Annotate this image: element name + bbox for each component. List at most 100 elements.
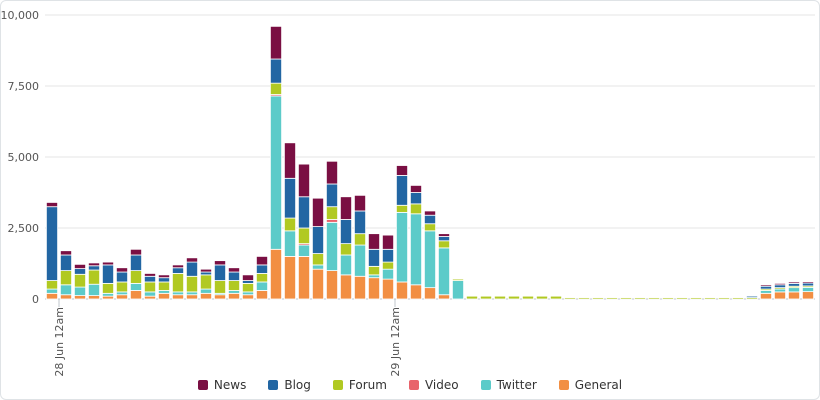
bar-segment-blog <box>409 192 422 205</box>
bar-segment-blog <box>102 264 115 284</box>
bar-segment-forum <box>522 295 535 300</box>
y-axis: 0 2,500 5,000 7,500 10,000 <box>1 9 40 306</box>
bar-segment-news <box>129 248 142 256</box>
legend-item-news[interactable]: News <box>197 378 246 392</box>
legend-item-twitter[interactable]: Twitter <box>480 378 537 392</box>
bar-segment-forum <box>564 297 577 300</box>
bar-segment-general <box>157 292 170 300</box>
bar-segment-general <box>325 270 338 300</box>
bar-segment-blog <box>774 284 787 289</box>
bar-segment-twitter <box>325 221 338 272</box>
bar-segment-general <box>381 278 394 300</box>
bar-segment-forum <box>634 297 647 300</box>
bar-segment-forum <box>536 295 549 300</box>
bar-segment-blog <box>60 254 73 271</box>
legend-item-general[interactable]: General <box>558 378 622 392</box>
bar-segment-blog <box>241 280 254 284</box>
legend-item-forum[interactable]: Forum <box>332 378 387 392</box>
bar-segment-video <box>325 219 338 223</box>
bar-segment-news <box>88 262 101 267</box>
bar-segment-forum <box>143 281 156 293</box>
bar-segment-forum <box>479 295 492 300</box>
bar-segment-blog <box>297 196 310 229</box>
bar-segment-general <box>353 275 366 300</box>
legend-swatch-twitter <box>480 380 491 390</box>
bar-segment-forum <box>704 297 717 300</box>
bar-segment-twitter <box>46 288 59 294</box>
bar-segment-forum <box>451 278 464 281</box>
bar-segment-twitter <box>381 268 394 280</box>
bar-segment-general <box>339 274 352 300</box>
bar-segment-blog <box>423 214 436 225</box>
bar-segment-twitter <box>339 254 352 276</box>
bar-segment-news <box>46 202 59 208</box>
bar-segment-news <box>116 267 129 273</box>
bar-segment-forum <box>620 297 633 300</box>
y-tick-label: 7,500 <box>8 80 40 93</box>
bar-segment-general <box>760 292 773 300</box>
legend-label-forum: Forum <box>348 378 387 392</box>
bar-segment-forum <box>578 297 591 300</box>
bar-segment-forum <box>606 297 619 300</box>
bar-segment-twitter <box>60 284 73 296</box>
bar-segment-blog <box>802 282 815 287</box>
bar-segment-blog <box>269 58 282 84</box>
bar-segment-news <box>241 274 254 281</box>
bar-segment-twitter <box>199 288 212 294</box>
bar-segment-twitter <box>171 291 184 296</box>
x-tick-label: 28 Jun 12am <box>53 307 66 377</box>
bar-segment-twitter <box>255 281 268 291</box>
bar-segment-news <box>409 184 422 193</box>
bar-segment-news <box>325 160 338 185</box>
bar-segment-general <box>409 284 422 300</box>
bar-segment-news <box>269 25 282 60</box>
legend-swatch-forum <box>332 380 343 390</box>
bar-segment-blog <box>255 264 268 274</box>
bar-segment-news <box>353 194 366 212</box>
bar-segment-twitter <box>269 95 282 250</box>
legend-swatch-video <box>408 380 419 390</box>
bar-segment-twitter <box>185 291 198 296</box>
bar-segment-forum <box>690 297 703 300</box>
bar-segment-forum <box>213 280 226 294</box>
bar-segment-news <box>297 163 310 198</box>
bar-segment-forum <box>395 204 408 213</box>
bar-segment-blog <box>746 295 759 298</box>
bar-segment-blog <box>339 219 352 245</box>
legend: News Blog Forum Video Twitter General <box>0 378 820 392</box>
bar-segment-news <box>311 197 324 227</box>
bar-segment-news <box>437 233 450 237</box>
legend-item-video[interactable]: Video <box>408 378 459 392</box>
bar-segment-general <box>143 295 156 300</box>
bar-segment-forum <box>46 280 59 290</box>
bar-segment-twitter <box>241 291 254 296</box>
bar-segment-twitter <box>157 290 170 294</box>
bar-segment-news <box>74 263 87 270</box>
bar-segment-general <box>788 291 801 300</box>
bar-segment-general <box>283 255 296 300</box>
bar-segment-news <box>102 261 115 266</box>
legend-item-blog[interactable]: Blog <box>268 378 311 392</box>
x-axis: 28 Jun 12am 29 Jun 12am <box>53 299 402 377</box>
bar-segment-twitter <box>760 290 773 294</box>
bar-segment-news <box>185 257 198 263</box>
bar-segment-general <box>802 291 815 300</box>
bar-segment-general <box>437 294 450 300</box>
bar-segment-blog <box>157 277 170 283</box>
bar-segment-twitter <box>802 286 815 293</box>
bar-segment-blog <box>325 183 338 208</box>
bar-segment-forum <box>550 295 563 300</box>
bar-segment-news <box>339 196 352 220</box>
bar-segment-blog <box>171 267 184 274</box>
bar-segment-general <box>311 268 324 300</box>
bar-segment-twitter <box>143 291 156 297</box>
bar-segment-forum <box>88 269 101 285</box>
x-tick-label: 29 Jun 12am <box>389 307 402 377</box>
bar-segment-forum <box>241 282 254 293</box>
bar-segment-forum <box>465 295 478 300</box>
bar-segment-blog <box>213 264 226 281</box>
bar-segment-twitter <box>353 244 366 277</box>
bar-segment-news <box>171 264 184 269</box>
bar-segment-general <box>255 290 268 300</box>
bar-segment-twitter <box>311 264 324 270</box>
